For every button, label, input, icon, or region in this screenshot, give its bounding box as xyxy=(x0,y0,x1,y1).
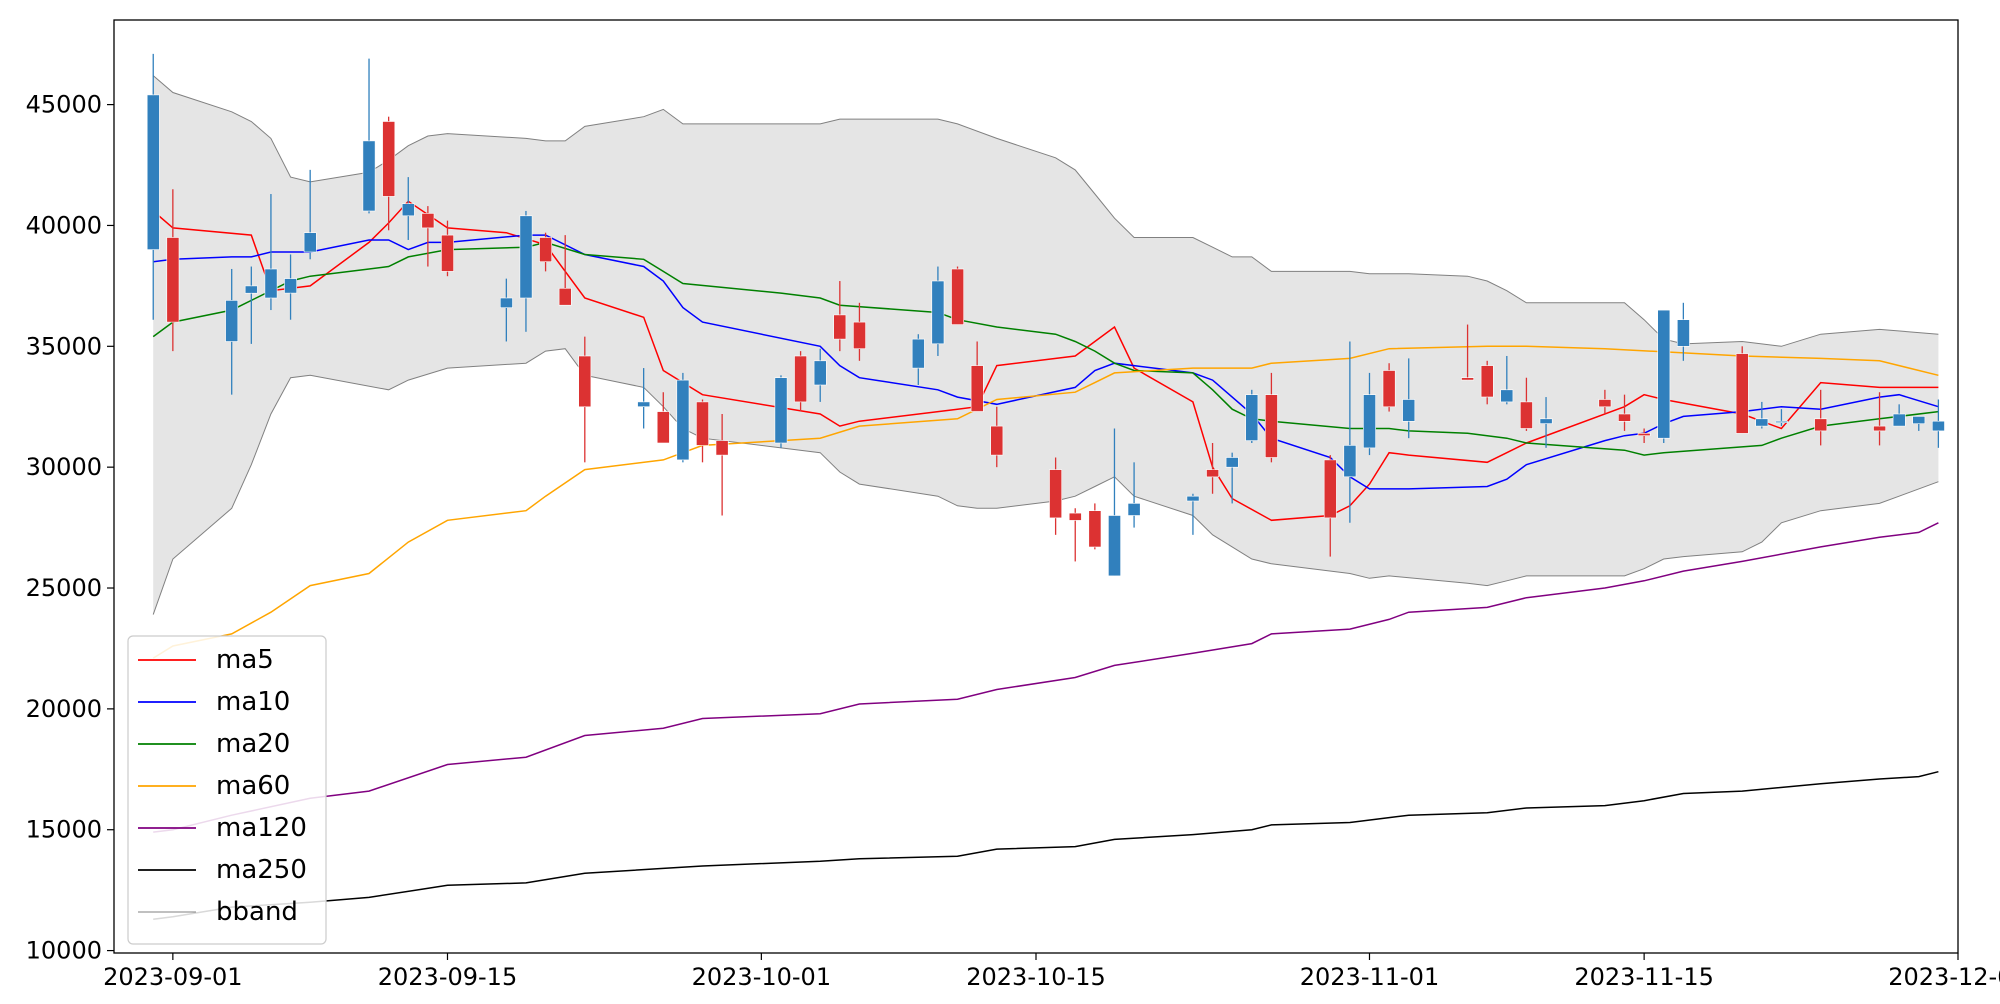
candle-body xyxy=(401,203,415,217)
candle-body xyxy=(1637,432,1651,436)
candle-body xyxy=(1775,420,1788,424)
x-tick-label: 2023-11-01 xyxy=(1300,963,1439,991)
legend-box xyxy=(127,635,327,945)
candle-body xyxy=(519,215,533,299)
candle-body xyxy=(362,140,376,212)
candle-body xyxy=(382,121,396,197)
candle-body xyxy=(853,321,866,350)
bband-lower-line xyxy=(152,348,1939,615)
y-tick-label: 30000 xyxy=(26,453,102,481)
candle-body xyxy=(1755,418,1769,427)
candle-body xyxy=(715,440,729,456)
y-tick-label: 45000 xyxy=(26,91,102,119)
candle-body xyxy=(1735,353,1749,434)
candle-body xyxy=(1480,365,1494,398)
candle-body xyxy=(1088,510,1102,548)
candle-body xyxy=(1186,495,1200,502)
candle-body xyxy=(637,401,651,407)
candle-body xyxy=(794,355,807,403)
candle-body xyxy=(1323,459,1337,519)
legend-label-ma5: ma5 xyxy=(216,645,274,675)
legend: ma5 ma10 ma20 ma60 ma120 ma250 bband xyxy=(127,635,327,945)
candle-body xyxy=(264,268,278,299)
bband-fill xyxy=(153,75,1939,615)
candle-body xyxy=(1382,370,1396,408)
legend-label-ma120: ma120 xyxy=(216,813,307,843)
candle-body xyxy=(1598,399,1612,408)
candle-body xyxy=(1068,512,1082,521)
candle-body xyxy=(1873,425,1886,432)
x-tick-label: 2023-10-15 xyxy=(966,963,1105,991)
candle-body xyxy=(1932,420,1945,432)
candle-body xyxy=(499,297,513,308)
candle-body xyxy=(1402,399,1416,422)
candle-body xyxy=(1520,401,1533,429)
series-line-ma120 xyxy=(153,522,1939,833)
legend-label-ma60: ma60 xyxy=(216,771,290,801)
candle-body xyxy=(951,268,964,325)
candle-body xyxy=(1343,445,1357,478)
candle-body xyxy=(1618,413,1631,422)
candle-body xyxy=(146,94,160,250)
y-tick-label: 40000 xyxy=(26,211,102,239)
candle-body xyxy=(774,377,788,444)
legend-label-ma10: ma10 xyxy=(216,687,290,717)
x-tick-label: 2023-10-01 xyxy=(692,963,831,991)
candle-body xyxy=(1539,418,1553,424)
candle-body xyxy=(1500,389,1514,403)
candle-body xyxy=(1912,416,1926,424)
candle-body xyxy=(1127,503,1141,516)
y-tick-label: 35000 xyxy=(26,332,102,360)
x-tick-label: 2023-11-15 xyxy=(1574,963,1713,991)
candle-body xyxy=(990,425,1004,456)
legend-label-bband: bband xyxy=(216,897,298,927)
candle-body xyxy=(303,232,317,253)
candle-body xyxy=(931,280,945,345)
candle-body xyxy=(1245,394,1259,441)
candle-body xyxy=(696,401,709,446)
x-tick-label: 2023-09-15 xyxy=(378,963,517,991)
candle-body xyxy=(1363,394,1376,449)
y-tick-label: 25000 xyxy=(26,574,102,602)
x-tick-label: 2023-12-01 xyxy=(1888,963,2000,991)
candle-body xyxy=(1049,469,1062,519)
legend-label-ma20: ma20 xyxy=(216,729,290,759)
candle-body xyxy=(1677,319,1690,347)
candle-body xyxy=(284,278,297,294)
candle-body xyxy=(558,287,572,306)
candle-body xyxy=(656,411,670,444)
candle-body xyxy=(1206,469,1219,478)
candle-body xyxy=(1461,377,1474,381)
candle-body xyxy=(539,237,552,263)
x-tick-label: 2023-09-01 xyxy=(103,963,242,991)
candle-body xyxy=(911,338,925,369)
series-line-ma20 xyxy=(152,241,1939,456)
candle-body xyxy=(166,237,180,323)
candle-body xyxy=(1225,457,1239,468)
candle-body xyxy=(225,300,239,342)
candle-body xyxy=(1657,309,1671,439)
candle-body xyxy=(578,355,592,408)
candle-body xyxy=(833,314,847,340)
series-line-ma60 xyxy=(152,345,1939,659)
y-tick-label: 20000 xyxy=(26,695,102,723)
candle-body xyxy=(1265,394,1278,458)
candle-body xyxy=(1814,418,1828,432)
candle-body xyxy=(421,213,435,229)
candle-body xyxy=(441,234,454,272)
candle-body xyxy=(970,365,984,412)
candle-body xyxy=(244,285,258,294)
candle-body xyxy=(676,379,690,461)
candle-body xyxy=(813,360,827,386)
y-tick-label: 15000 xyxy=(26,816,102,844)
series-line-ma250 xyxy=(153,770,1939,920)
y-tick-label: 10000 xyxy=(26,937,102,965)
series-line-ma5 xyxy=(152,200,1939,522)
legend-label-ma250: ma250 xyxy=(216,855,307,885)
candle-body xyxy=(1108,515,1121,577)
candle-body xyxy=(1892,413,1906,427)
